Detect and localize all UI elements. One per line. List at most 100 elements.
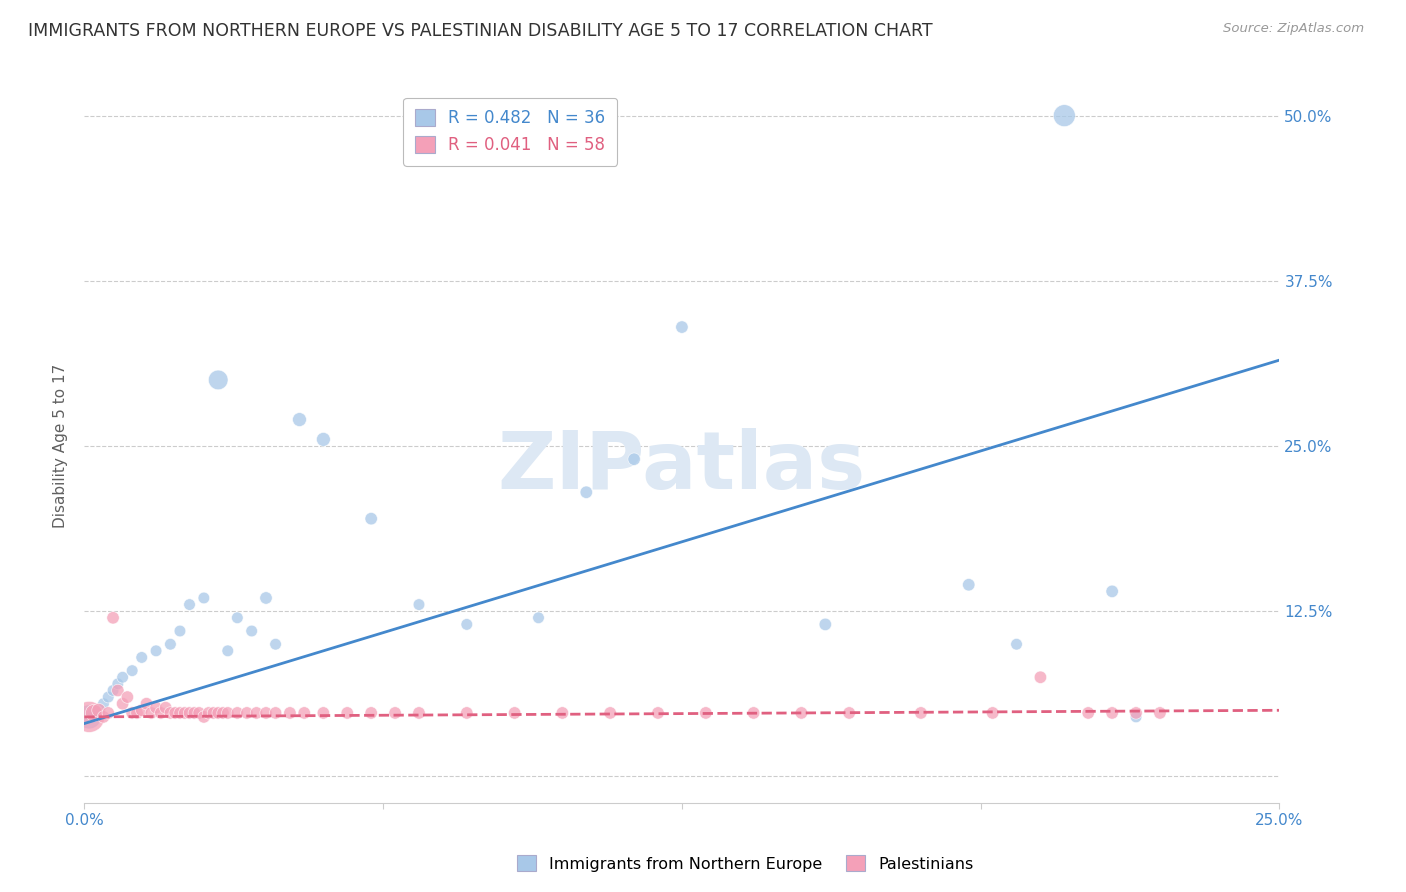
Point xyxy=(121,664,143,678)
Point xyxy=(647,706,669,720)
Point xyxy=(292,706,315,720)
Point xyxy=(188,706,211,720)
Point xyxy=(408,598,430,612)
Point xyxy=(207,706,229,720)
Point xyxy=(145,644,167,658)
Point xyxy=(1053,109,1076,123)
Point xyxy=(145,700,167,714)
Point xyxy=(207,373,229,387)
Point xyxy=(101,611,124,625)
Point xyxy=(83,706,105,720)
Point xyxy=(217,644,239,658)
Point xyxy=(1101,706,1123,720)
Y-axis label: Disability Age 5 to 17: Disability Age 5 to 17 xyxy=(53,364,69,528)
Point xyxy=(360,511,382,525)
Point xyxy=(93,697,115,711)
Point xyxy=(312,706,335,720)
Point xyxy=(87,703,110,717)
Point xyxy=(240,624,263,638)
Point xyxy=(278,706,301,720)
Point xyxy=(336,706,359,720)
Point xyxy=(83,706,105,720)
Legend: R = 0.482   N = 36, R = 0.041   N = 58: R = 0.482 N = 36, R = 0.041 N = 58 xyxy=(404,97,617,166)
Point xyxy=(957,578,980,592)
Point xyxy=(77,710,100,724)
Point xyxy=(155,700,177,714)
Point xyxy=(245,706,267,720)
Point xyxy=(264,706,287,720)
Point xyxy=(183,706,205,720)
Point xyxy=(1077,706,1099,720)
Point xyxy=(910,706,932,720)
Point xyxy=(159,706,181,720)
Point xyxy=(384,706,406,720)
Point xyxy=(456,617,478,632)
Point xyxy=(408,706,430,720)
Point xyxy=(503,706,526,720)
Point xyxy=(312,433,335,447)
Point xyxy=(117,690,139,704)
Point xyxy=(695,706,717,720)
Point xyxy=(254,591,277,605)
Point xyxy=(226,611,249,625)
Text: ZIPatlas: ZIPatlas xyxy=(498,428,866,507)
Point xyxy=(77,710,100,724)
Point xyxy=(141,706,163,720)
Point xyxy=(599,706,621,720)
Point xyxy=(87,703,110,717)
Point xyxy=(814,617,837,632)
Point xyxy=(254,706,277,720)
Point xyxy=(671,320,693,334)
Point xyxy=(1029,670,1052,684)
Point xyxy=(527,611,550,625)
Point xyxy=(575,485,598,500)
Point xyxy=(159,637,181,651)
Point xyxy=(131,650,153,665)
Text: IMMIGRANTS FROM NORTHERN EUROPE VS PALESTINIAN DISABILITY AGE 5 TO 17 CORRELATIO: IMMIGRANTS FROM NORTHERN EUROPE VS PALES… xyxy=(28,22,932,40)
Point xyxy=(131,703,153,717)
Point xyxy=(111,670,134,684)
Point xyxy=(1125,706,1147,720)
Point xyxy=(981,706,1004,720)
Point xyxy=(121,706,143,720)
Point xyxy=(179,706,201,720)
Point xyxy=(197,706,219,720)
Point xyxy=(456,706,478,720)
Point xyxy=(193,710,215,724)
Point xyxy=(790,706,813,720)
Point xyxy=(125,706,148,720)
Point xyxy=(165,706,187,720)
Point xyxy=(135,697,157,711)
Point xyxy=(360,706,382,720)
Point xyxy=(742,706,765,720)
Point xyxy=(173,706,195,720)
Point xyxy=(107,677,129,691)
Point xyxy=(264,637,287,651)
Point xyxy=(169,706,191,720)
Point xyxy=(623,452,645,467)
Point xyxy=(97,706,120,720)
Point xyxy=(226,706,249,720)
Point xyxy=(111,697,134,711)
Point xyxy=(1101,584,1123,599)
Point xyxy=(838,706,860,720)
Legend: Immigrants from Northern Europe, Palestinians: Immigrants from Northern Europe, Palesti… xyxy=(509,847,981,880)
Point xyxy=(193,591,215,605)
Point xyxy=(107,683,129,698)
Point xyxy=(97,690,120,704)
Point xyxy=(288,412,311,426)
Point xyxy=(93,710,115,724)
Point xyxy=(217,706,239,720)
Point xyxy=(551,706,574,720)
Point xyxy=(149,706,172,720)
Point xyxy=(212,706,235,720)
Point xyxy=(202,706,225,720)
Point xyxy=(1125,710,1147,724)
Point xyxy=(179,598,201,612)
Point xyxy=(1149,706,1171,720)
Point xyxy=(236,706,259,720)
Point xyxy=(101,683,124,698)
Point xyxy=(1005,637,1028,651)
Text: Source: ZipAtlas.com: Source: ZipAtlas.com xyxy=(1223,22,1364,36)
Point xyxy=(169,624,191,638)
